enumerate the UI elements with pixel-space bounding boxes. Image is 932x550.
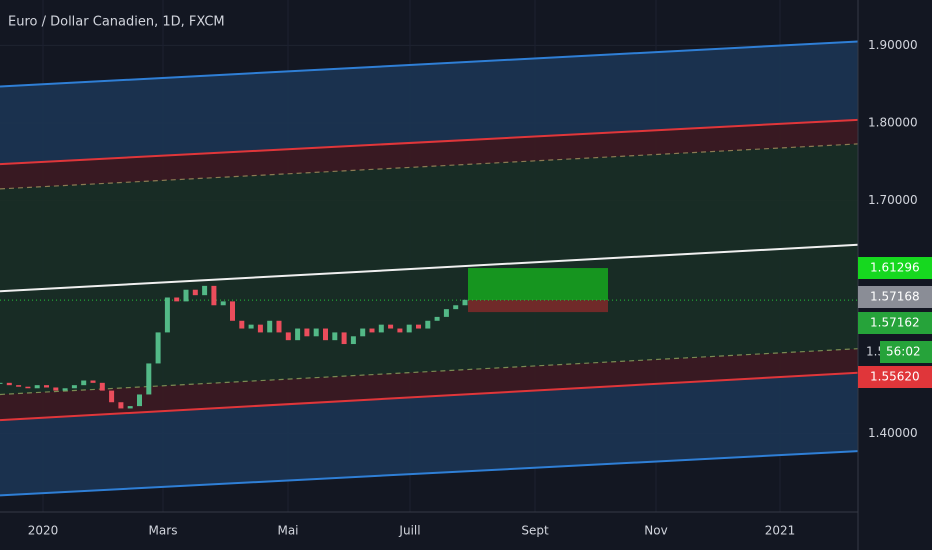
price-tag [858, 366, 932, 388]
x-tick-label: Nov [644, 524, 667, 538]
candle [425, 320, 431, 329]
chart-title: Euro / Dollar Canadien, 1D, FXCM [8, 15, 225, 30]
candle [16, 385, 22, 387]
price-tag-label: 1.57168 [870, 290, 920, 304]
candle [25, 386, 31, 389]
target-zone [468, 268, 608, 301]
candle [406, 324, 412, 333]
candle [202, 285, 208, 296]
channel-line [0, 40, 859, 88]
channel-band [0, 143, 858, 395]
candle [90, 380, 96, 383]
candle [248, 324, 254, 329]
candle [183, 289, 189, 302]
channel-band [0, 41, 858, 165]
x-tick-label: Mai [277, 524, 298, 538]
candle [257, 324, 263, 333]
candle [369, 328, 375, 333]
price-tag [858, 257, 932, 279]
x-tick-label: 2021 [765, 524, 796, 538]
candle [397, 328, 403, 333]
candle [71, 385, 77, 389]
candle [323, 328, 328, 341]
candle [360, 328, 366, 337]
candle [34, 385, 40, 389]
candle [267, 320, 273, 333]
candle [276, 320, 282, 333]
x-tick-label: 2020 [28, 524, 59, 538]
x-tick-label: Sept [521, 524, 549, 538]
candle [137, 394, 142, 407]
candle [109, 390, 115, 403]
candle [313, 328, 319, 337]
price-tag-label: 1.55620 [870, 370, 920, 384]
candle [164, 297, 170, 333]
price-tag-label: 1.57162 [870, 316, 920, 330]
stop-zone [468, 300, 608, 313]
candle [118, 402, 124, 409]
plot-area [0, 0, 859, 512]
candle [0, 382, 3, 384]
candle [146, 363, 152, 395]
candle [99, 382, 105, 391]
x-tick-label: Juill [398, 524, 420, 538]
candle [44, 385, 49, 388]
candle [304, 328, 310, 337]
candle [341, 332, 347, 345]
candle [453, 305, 459, 310]
price-tag [858, 312, 932, 334]
channel-line [0, 118, 859, 166]
candle [53, 387, 59, 391]
channel-band [0, 372, 858, 496]
channel-line [0, 450, 859, 497]
countdown-label: 56:02 [886, 345, 921, 359]
candle [127, 406, 133, 409]
channel-band [0, 348, 858, 421]
x-tick-label: Mars [149, 524, 178, 538]
candle [332, 332, 338, 341]
channel-line [0, 143, 859, 190]
countdown-tag [880, 341, 932, 363]
channel-line [0, 371, 859, 422]
candle [220, 301, 226, 306]
candle [443, 309, 449, 317]
price-tag [858, 286, 932, 308]
candle [81, 380, 87, 386]
y-tick-label: 1.90000 [868, 38, 918, 52]
channel-band [0, 119, 858, 189]
candle [285, 332, 291, 341]
candle [416, 324, 421, 329]
candle [378, 324, 384, 333]
candle [239, 320, 245, 329]
candle [295, 328, 301, 341]
channel-line [0, 243, 859, 293]
candle [62, 388, 68, 391]
candle [350, 336, 356, 345]
candle [230, 301, 235, 321]
candle [462, 299, 468, 306]
y-tick-label: 1.70000 [868, 193, 918, 207]
y-tick-label: 1.80000 [868, 115, 918, 129]
price-tag-label: 1.61296 [870, 261, 920, 275]
candle [192, 289, 198, 296]
candle [6, 382, 12, 386]
y-tick-label: 1.40000 [868, 426, 918, 440]
candle [174, 297, 180, 302]
candle [388, 324, 394, 329]
candle [434, 316, 440, 321]
candle [155, 332, 161, 364]
candle [211, 285, 217, 306]
